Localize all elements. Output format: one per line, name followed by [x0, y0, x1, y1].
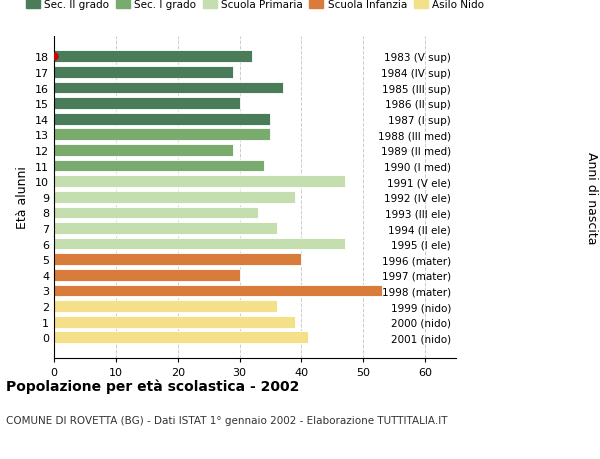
Bar: [54, 145, 233, 157]
Bar: [54, 114, 271, 125]
Text: COMUNE DI ROVETTA (BG) - Dati ISTAT 1° gennaio 2002 - Elaborazione TUTTITALIA.IT: COMUNE DI ROVETTA (BG) - Dati ISTAT 1° g…: [6, 415, 448, 425]
Bar: [54, 285, 382, 297]
Bar: [54, 83, 283, 94]
Bar: [54, 301, 277, 312]
Bar: [54, 129, 271, 141]
Bar: [54, 269, 239, 281]
Bar: [54, 51, 252, 63]
Bar: [54, 254, 301, 265]
Bar: [54, 316, 295, 328]
Bar: [54, 207, 258, 219]
Bar: [54, 191, 295, 203]
Text: Anni di nascita: Anni di nascita: [584, 151, 598, 244]
Bar: [54, 160, 264, 172]
Bar: [54, 67, 233, 78]
Bar: [54, 332, 308, 343]
Legend: Sec. II grado, Sec. I grado, Scuola Primaria, Scuola Infanzia, Asilo Nido: Sec. II grado, Sec. I grado, Scuola Prim…: [26, 0, 484, 10]
Bar: [54, 223, 277, 235]
Bar: [54, 176, 344, 188]
Text: Popolazione per età scolastica - 2002: Popolazione per età scolastica - 2002: [6, 379, 299, 393]
Y-axis label: Età alunni: Età alunni: [16, 166, 29, 229]
Bar: [54, 98, 239, 110]
Bar: [54, 238, 344, 250]
